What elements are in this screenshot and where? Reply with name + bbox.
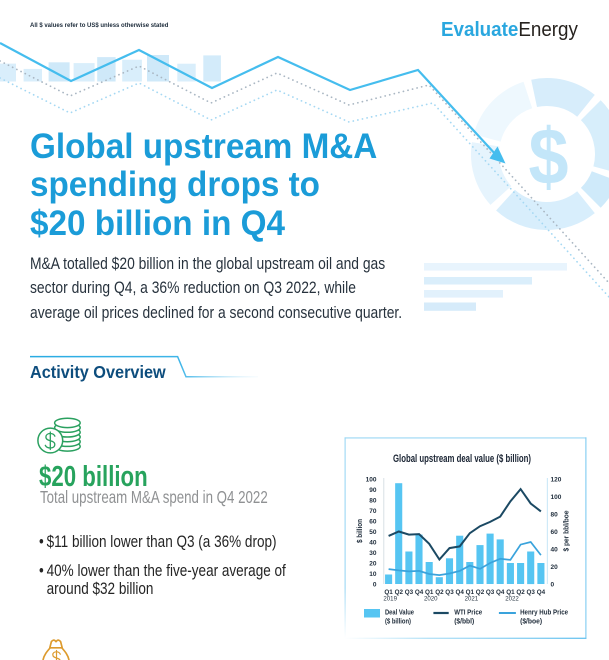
svg-text:Q2: Q2: [516, 589, 525, 596]
svg-text:30: 30: [369, 550, 377, 557]
svg-text:20: 20: [551, 564, 559, 571]
svg-text:100: 100: [366, 476, 377, 483]
svg-text:Q2: Q2: [435, 589, 444, 596]
svg-text:0: 0: [551, 581, 555, 588]
svg-text:10: 10: [369, 571, 377, 578]
svg-text:Q3: Q3: [445, 589, 454, 596]
svg-text:$ per bbl/boe: $ per bbl/boe: [562, 511, 571, 552]
svg-text:$ billion: $ billion: [355, 519, 364, 543]
svg-text:All $ values refer to US$ unle: All $ values refer to US$ unless otherwi…: [30, 23, 169, 29]
svg-text:Q3: Q3: [486, 589, 495, 596]
svg-text:Deal Value: Deal Value: [385, 608, 414, 617]
svg-text:90: 90: [369, 487, 377, 494]
svg-text:Q4: Q4: [537, 589, 546, 596]
svg-text:($/boe): ($/boe): [520, 617, 543, 626]
svg-text:100: 100: [551, 494, 562, 501]
svg-text:Global upstream deal value ($: Global upstream deal value ($ billion): [393, 453, 531, 465]
svg-text:($ billion): ($ billion): [385, 617, 411, 626]
svg-text:WTI Price: WTI Price: [454, 608, 482, 617]
svg-text:2020: 2020: [424, 596, 438, 603]
svg-text:70: 70: [369, 508, 377, 515]
svg-text:Q3: Q3: [405, 589, 414, 596]
svg-text:40: 40: [369, 539, 377, 546]
svg-text:Q2: Q2: [476, 589, 485, 596]
svg-text:60: 60: [551, 529, 559, 536]
svg-text:80: 80: [369, 497, 377, 504]
svg-text:40: 40: [551, 546, 559, 553]
svg-text:Q1: Q1: [384, 589, 393, 596]
svg-text:2022: 2022: [505, 596, 519, 603]
svg-text:120: 120: [551, 476, 562, 483]
svg-text:Q2: Q2: [395, 589, 404, 596]
svg-text:0: 0: [373, 581, 377, 588]
svg-text:20: 20: [369, 560, 377, 567]
svg-text:Q4: Q4: [496, 589, 505, 596]
svg-text:80: 80: [551, 511, 559, 518]
svg-text:$: $: [529, 112, 569, 201]
svg-text:2021: 2021: [465, 596, 479, 603]
svg-text:2019: 2019: [383, 596, 397, 603]
svg-text:Q4: Q4: [455, 589, 464, 596]
svg-text:($/bbl): ($/bbl): [454, 617, 475, 626]
svg-text:Q4: Q4: [415, 589, 424, 596]
svg-text:Q1: Q1: [506, 589, 515, 596]
svg-text:60: 60: [369, 518, 377, 525]
svg-text:Q1: Q1: [466, 589, 475, 596]
svg-text:Q3: Q3: [526, 589, 535, 596]
svg-text:50: 50: [369, 529, 377, 536]
svg-text:Q1: Q1: [425, 589, 434, 596]
svg-text:Henry Hub Price: Henry Hub Price: [520, 608, 568, 617]
